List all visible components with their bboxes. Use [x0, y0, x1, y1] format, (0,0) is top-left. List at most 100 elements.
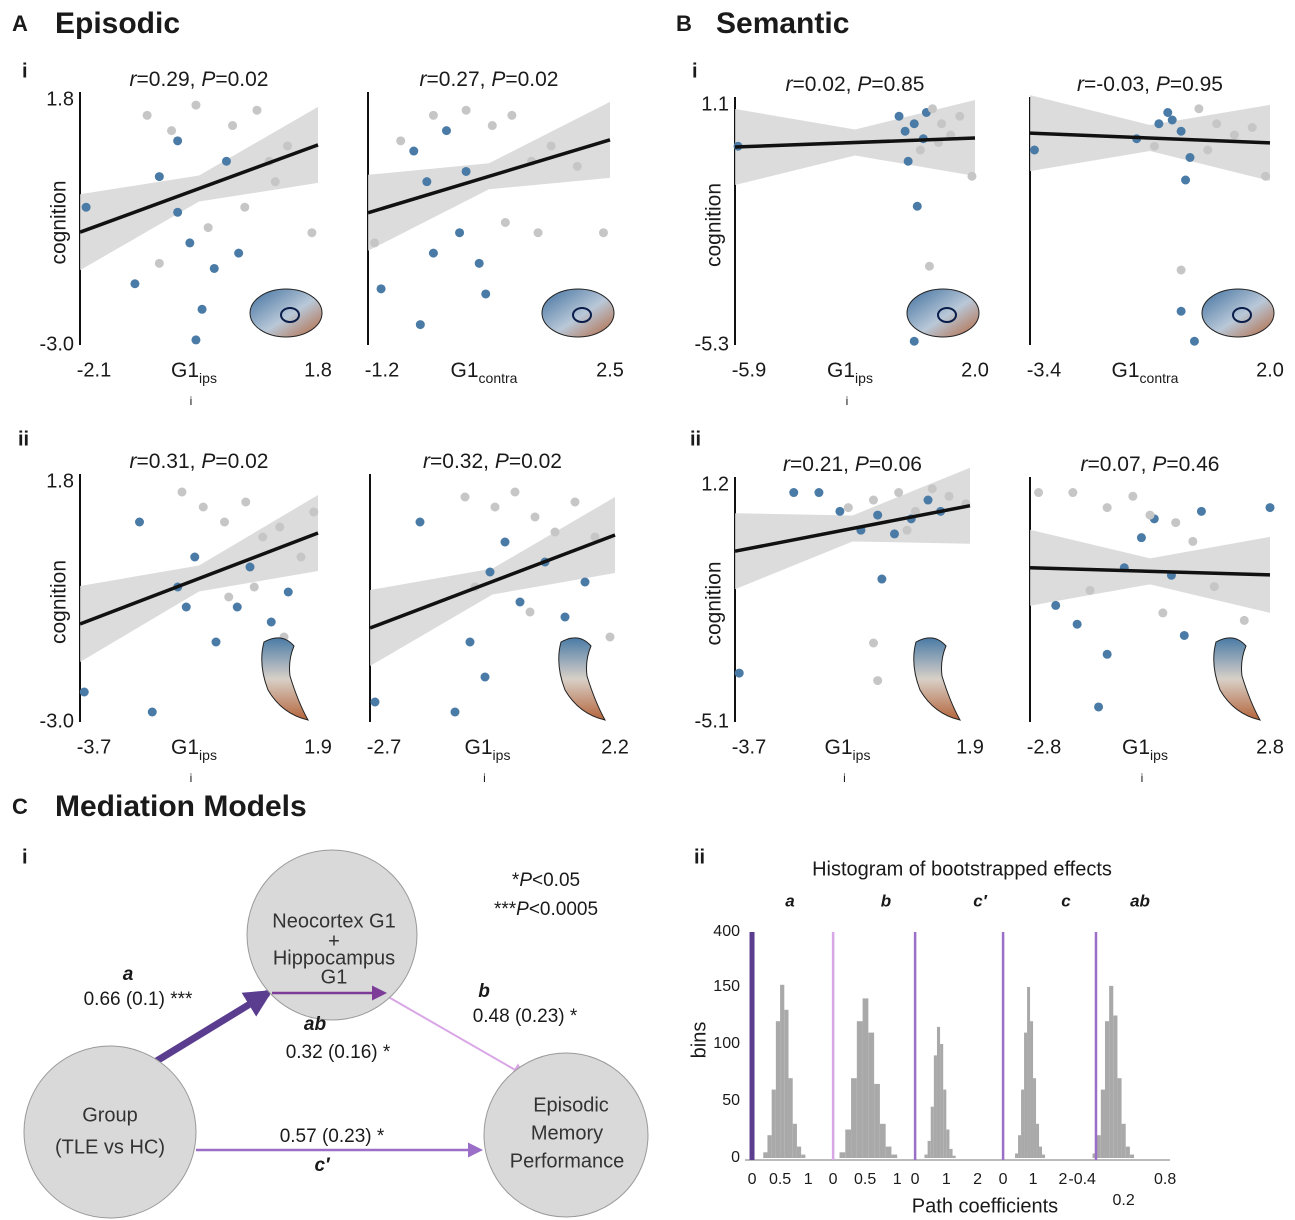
hist-bar — [1121, 1123, 1126, 1158]
hist-bar — [1100, 1089, 1105, 1158]
data-point — [1176, 265, 1186, 275]
edge-value: 0.48 (0.23) * — [473, 1006, 578, 1027]
data-point — [1163, 108, 1173, 117]
title-part: P — [491, 68, 505, 91]
fit-line — [1029, 131, 1271, 145]
brain-inset — [249, 288, 323, 338]
data-point — [1203, 145, 1213, 155]
hist-bar — [788, 1078, 793, 1158]
y-tick-label: -3.0 — [40, 333, 74, 355]
x-label-main: G1 — [171, 359, 199, 382]
plot-title: r=0.32, P=0.02 — [423, 450, 562, 473]
title-part: =-0.03, — [1084, 73, 1156, 96]
data-point — [877, 574, 887, 584]
title-part: r — [1077, 73, 1085, 96]
x-tick-label: 1.9 — [956, 736, 984, 758]
hist-bar — [1092, 1153, 1097, 1158]
x-tick-label: -0.4 — [1068, 1171, 1096, 1188]
hist-bar — [879, 1123, 886, 1158]
data-point — [873, 510, 883, 520]
x-tick-label: 1 — [893, 1171, 902, 1188]
hist-bar — [775, 1021, 781, 1158]
hist-bar — [933, 1055, 937, 1158]
legend-part: P — [519, 870, 532, 891]
hippocampus-inset — [913, 637, 961, 721]
fit-line — [1029, 566, 1271, 577]
hist-bar — [952, 1155, 956, 1158]
data-point — [460, 492, 470, 502]
data-point — [203, 223, 213, 233]
hist-bar — [1125, 1146, 1130, 1158]
scatter-plot: r=0.29, P=0.02-3.01.8-2.1 1.8G1ipsicognit… — [40, 68, 332, 409]
y-axis-label: cognition — [48, 560, 71, 644]
x-tick-label: 1 — [804, 1171, 813, 1188]
data-point — [500, 537, 510, 547]
data-point — [1154, 119, 1164, 129]
data-point — [307, 228, 317, 238]
roi-outline — [280, 307, 300, 323]
title-part: r — [130, 68, 138, 91]
data-point — [191, 100, 201, 110]
data-point — [903, 156, 913, 166]
x-tick-label: -3.4 — [1027, 359, 1061, 381]
data-point — [190, 552, 200, 562]
title-part: P — [1152, 453, 1166, 476]
hist-bar — [1109, 985, 1114, 1158]
x-label-main: G1 — [1122, 736, 1150, 759]
hist-bar — [796, 1146, 802, 1158]
hist-bar — [891, 1154, 898, 1158]
title-part: =0.31, — [137, 450, 202, 473]
data-point — [1167, 115, 1177, 125]
hist-bar — [784, 1009, 789, 1158]
data-point — [481, 289, 491, 299]
data-point — [245, 562, 255, 572]
hist-bar — [845, 1129, 852, 1158]
y-tick-label: -5.1 — [695, 710, 729, 732]
plot-title: r=0.07, P=0.46 — [1081, 453, 1220, 476]
x-tick-label: 2 — [1059, 1171, 1068, 1188]
data-point — [894, 111, 904, 121]
x-axis-label: G1ips — [171, 359, 217, 386]
title-part: P — [857, 73, 871, 96]
x-tick-label: -2.7 — [367, 736, 401, 758]
data-point — [889, 529, 899, 539]
data-point — [560, 612, 570, 622]
y-tick-label: 0 — [731, 1149, 740, 1166]
data-point — [455, 228, 465, 238]
data-point — [234, 248, 244, 258]
x-label-main: G1 — [827, 359, 855, 382]
hist-bar — [940, 1044, 944, 1158]
sub-label: c — [1061, 891, 1071, 910]
roi-outline — [937, 307, 957, 323]
data-point — [173, 136, 183, 146]
fit-line — [734, 503, 971, 553]
title-part: r — [786, 73, 794, 96]
title-part: r — [783, 453, 791, 476]
hist-bar — [930, 1106, 934, 1158]
data-point — [485, 567, 495, 577]
data-point — [944, 491, 954, 501]
title-part: =0.85 — [871, 73, 924, 96]
x-axis-label: G1ips — [1122, 736, 1168, 763]
data-point — [580, 577, 590, 587]
x-tick-label: 1.9 — [304, 736, 332, 758]
data-point — [1145, 510, 1155, 520]
x-axis-label: G1ips — [827, 359, 873, 386]
brain-inset — [906, 288, 980, 338]
hist-bar — [1033, 1078, 1037, 1158]
sub-label: ab — [1130, 891, 1150, 910]
hist-bar — [946, 1129, 950, 1158]
sub-label: i — [692, 60, 698, 82]
data-point — [167, 126, 177, 136]
data-point — [1171, 518, 1181, 528]
data-point — [415, 517, 425, 527]
edge-label: c′ — [314, 1155, 331, 1176]
title-part: =0.27, — [427, 68, 492, 91]
edge-label: b — [478, 981, 490, 1002]
data-point — [550, 527, 560, 537]
scatter-plot: r=0.27, P=0.02 -1.2 2.5 G1contra — [365, 68, 624, 386]
x-note: i — [483, 771, 486, 785]
roi-outline — [572, 307, 592, 323]
